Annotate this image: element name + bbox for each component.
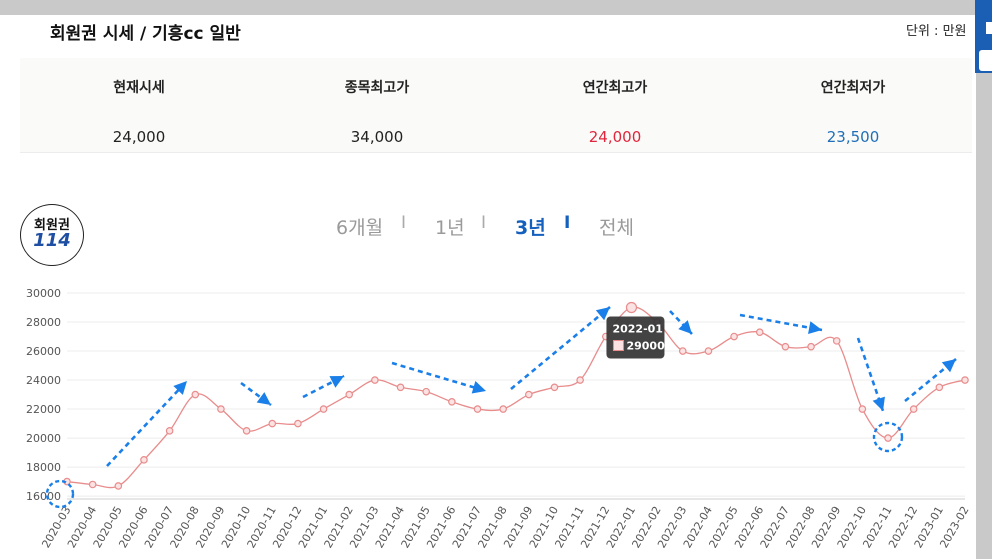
tab-separator: I (564, 213, 571, 233)
data-point (294, 419, 302, 428)
y-tick-label: 24000 (26, 374, 61, 387)
data-point (730, 332, 738, 341)
summary-header: 종목최고가 (344, 80, 410, 96)
data-point (807, 342, 815, 351)
tooltip-swatch (612, 340, 624, 352)
summary-header: 연간최저가 (820, 80, 886, 96)
data-point (319, 405, 328, 413)
trend-arrow-head (329, 376, 344, 388)
y-tick-label: 20000 (26, 432, 61, 445)
trend-arrow-head (678, 320, 692, 334)
data-point (499, 405, 507, 413)
price-panel: 회원권 시세 / 기흥cc 일반 단위 : 만원 현재시세 24,000 종목최… (0, 15, 976, 559)
data-point (550, 383, 559, 392)
trend-arrow-head (941, 359, 956, 373)
trend-arrow-line (391, 361, 487, 393)
data-point (576, 376, 584, 384)
data-point (345, 390, 354, 399)
data-point (88, 480, 97, 489)
data-point (935, 383, 944, 392)
highlight-circle (45, 479, 75, 509)
data-point (114, 482, 123, 490)
data-point (217, 405, 225, 413)
data-point (678, 347, 687, 355)
data-point (371, 376, 379, 384)
data-point (625, 301, 638, 314)
series-line (66, 306, 966, 489)
y-tick-label: 22000 (26, 403, 61, 416)
data-point (832, 337, 841, 345)
summary-annual-high: 연간최고가 24,000 (496, 58, 734, 152)
y-tick-label: 18000 (26, 461, 61, 474)
tooltip-value: 29000 (626, 340, 665, 353)
y-tick-label: 16000 (26, 490, 61, 503)
highlight-circle (872, 421, 904, 453)
summary-annual-low: 연간최저가 23,500 (734, 58, 972, 152)
summary-value: 24,000 (112, 128, 166, 146)
data-point (422, 387, 431, 396)
data-point (909, 405, 918, 413)
trend-arrow-line (106, 380, 188, 467)
data-point (884, 434, 892, 442)
logo-number: 114 (33, 230, 71, 251)
data-point (396, 383, 405, 392)
y-tick-label: 30000 (26, 287, 61, 300)
logo-text: 회원권 (34, 218, 70, 233)
trend-arrow-head (808, 321, 822, 335)
summary-all-time-high: 종목최고가 34,000 (258, 58, 496, 152)
tab-3-years[interactable]: 3년 (515, 217, 546, 239)
data-point (755, 328, 764, 336)
data-point (268, 419, 277, 428)
summary-header: 연간최고가 (582, 80, 648, 96)
tab-all[interactable]: 전체 (599, 217, 634, 239)
trend-arrow-head (173, 381, 187, 395)
trend-arrow-head (872, 396, 885, 411)
data-point (473, 405, 482, 413)
data-point (242, 427, 251, 435)
side-tab-notch (986, 22, 992, 34)
data-point (448, 398, 456, 406)
trend-arrow-head (256, 392, 271, 405)
data-point (961, 376, 969, 384)
page-title: 회원권 시세 / 기흥cc 일반 (50, 24, 241, 44)
tooltip-date: 2022-01 (612, 323, 663, 336)
tab-1-year[interactable]: 1년 (435, 217, 465, 239)
data-point (191, 390, 200, 399)
trend-arrow-line (510, 305, 611, 391)
y-tick-label: 28000 (26, 316, 61, 329)
data-point (140, 456, 148, 464)
data-point (165, 427, 174, 435)
trend-arrow-line (739, 313, 823, 332)
data-point (525, 390, 533, 399)
side-tab-button[interactable] (975, 0, 992, 73)
summary-value: 23,500 (826, 128, 880, 146)
trend-arrow-head (471, 381, 486, 394)
y-tick-label: 26000 (26, 345, 61, 358)
summary-current-price: 현재시세 24,000 (20, 58, 258, 152)
brand-logo: 회원권 114 (20, 204, 84, 266)
tab-separator: I (481, 213, 487, 233)
data-point (781, 342, 790, 351)
summary-header: 현재시세 (113, 80, 165, 96)
price-line-chart: 16000 18000 20000 22000 24000 26000 28000 30000… (26, 287, 972, 550)
side-tab-inner (979, 50, 992, 71)
unit-label: 단위 : 만원 (906, 24, 967, 39)
tab-separator: I (401, 213, 407, 233)
trend-arrow-head (595, 307, 610, 321)
data-point (858, 405, 867, 413)
price-summary-table: 현재시세 24,000 종목최고가 34,000 연간최고가 24,000 연간… (20, 58, 972, 153)
summary-value: 34,000 (350, 128, 404, 146)
summary-value: 24,000 (588, 128, 642, 146)
tab-6-months[interactable]: 6개월 (336, 217, 384, 239)
data-point (704, 347, 713, 355)
